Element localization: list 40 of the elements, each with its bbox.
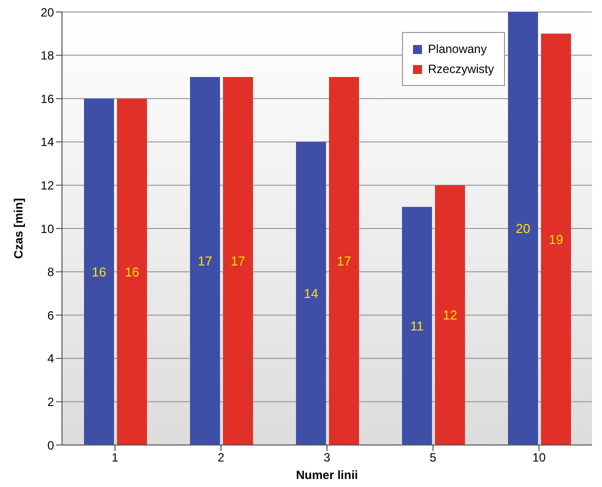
data-label: 14	[304, 286, 318, 302]
data-label: 11	[410, 318, 424, 334]
y-tick-label: 18	[40, 48, 54, 63]
y-tick-label: 12	[40, 178, 54, 192]
y-tick-label: 0	[47, 438, 54, 452]
x-tick-label: 1	[112, 450, 119, 465]
y-tick-label: 2	[47, 394, 54, 409]
bar	[329, 76, 359, 445]
data-label: 16	[124, 264, 140, 280]
data-label: 20	[516, 221, 530, 236]
y-tick-label: 14	[40, 135, 54, 150]
data-label: 19	[548, 232, 564, 247]
y-tick-label: 16	[40, 92, 54, 106]
bar	[541, 34, 571, 445]
x-tick-label: 2	[218, 450, 225, 465]
data-label: 16	[92, 264, 106, 280]
bar	[296, 142, 326, 445]
y-tick-label: 8	[47, 265, 54, 280]
bar	[190, 76, 220, 445]
bar	[435, 185, 465, 445]
legend-label: Planowany	[428, 41, 487, 58]
data-label: 12	[442, 308, 458, 323]
y-axis-title: Czas [min]	[11, 198, 26, 259]
bar	[508, 12, 538, 445]
bar	[117, 98, 147, 445]
bar	[402, 206, 432, 445]
y-tick-label: 6	[47, 308, 54, 322]
y-tick-label: 4	[47, 352, 54, 366]
x-tick-label: 5	[430, 450, 437, 465]
legend-label: Rzeczywisty	[428, 61, 494, 78]
x-tick-label: 3	[324, 450, 331, 465]
data-label: 17	[336, 254, 352, 269]
bar	[84, 98, 114, 445]
data-label: 17	[230, 254, 246, 269]
y-tick-label: 20	[40, 5, 54, 20]
data-label: 17	[198, 254, 212, 269]
bar	[223, 76, 253, 445]
x-tick-label: 10	[532, 450, 546, 465]
x-axis-title: Numer linii	[296, 468, 358, 482]
y-tick-label: 10	[40, 222, 54, 236]
